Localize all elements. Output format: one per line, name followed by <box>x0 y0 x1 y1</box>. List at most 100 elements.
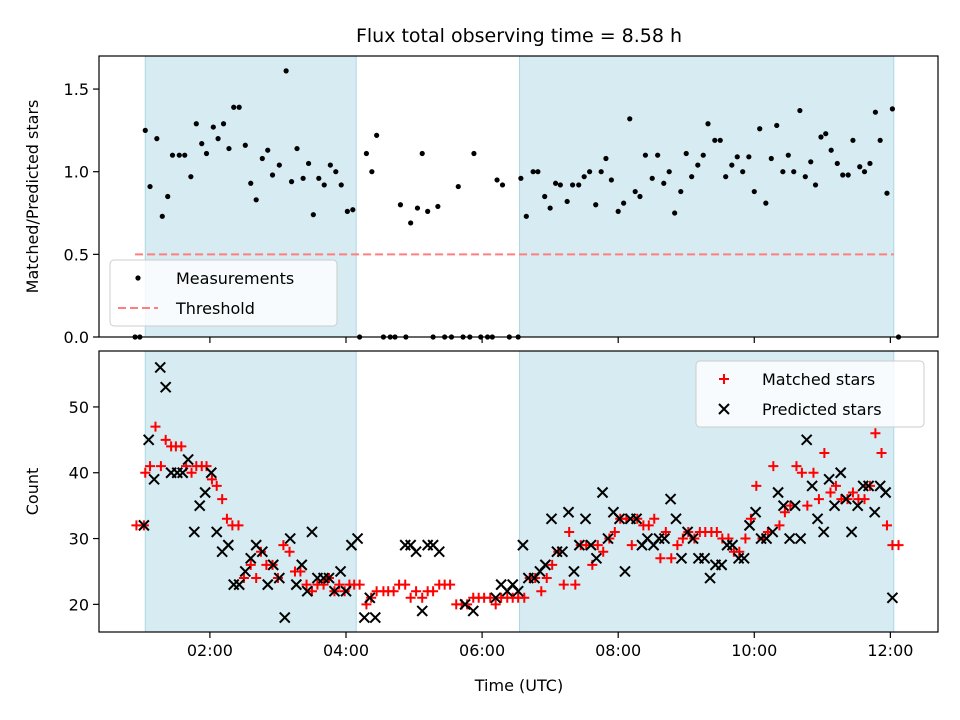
data-point <box>159 381 172 393</box>
data-point <box>222 539 234 551</box>
data-point <box>745 513 756 524</box>
data-point <box>140 467 151 478</box>
data-point <box>791 169 797 175</box>
data-point <box>467 605 479 617</box>
data-point <box>419 150 425 157</box>
data-point <box>193 499 206 512</box>
data-point <box>768 461 779 472</box>
data-point <box>433 546 445 558</box>
data-point <box>672 540 683 551</box>
data-point <box>630 513 643 525</box>
data-point <box>425 208 431 214</box>
data-point <box>655 152 661 158</box>
data-point <box>851 499 864 512</box>
data-point <box>499 182 506 188</box>
data-point <box>238 573 249 584</box>
data-point <box>740 533 751 544</box>
data-point <box>581 174 587 180</box>
data-point <box>388 586 399 597</box>
data-point <box>783 532 796 545</box>
data-point <box>800 434 813 446</box>
data-point <box>774 520 785 531</box>
data-point <box>808 159 814 165</box>
data-point <box>570 579 581 590</box>
data-point <box>300 175 306 181</box>
data-point <box>428 586 439 597</box>
data-point <box>358 611 371 624</box>
data-point <box>536 586 547 597</box>
x-tick-label: 02:00 <box>187 641 233 660</box>
data-point <box>637 193 643 200</box>
data-point <box>217 494 228 505</box>
data-point <box>284 532 296 545</box>
counts-y-axis-label: Count <box>23 468 42 516</box>
data-point <box>535 169 541 175</box>
data-point <box>717 137 723 143</box>
data-point <box>840 172 846 178</box>
data-point <box>794 532 807 545</box>
data-point <box>569 182 576 188</box>
y-tick-label: 20 <box>69 595 89 614</box>
data-point <box>231 104 237 110</box>
data-point <box>417 592 428 603</box>
data-point <box>363 150 370 157</box>
y-tick-label: 0.0 <box>64 328 89 347</box>
data-point <box>397 202 404 208</box>
data-point <box>518 175 524 181</box>
data-point <box>746 154 752 160</box>
data-point <box>186 467 197 478</box>
data-point <box>889 106 896 112</box>
data-point <box>147 183 153 190</box>
data-point <box>142 127 148 133</box>
data-point <box>364 592 376 604</box>
data-point <box>712 137 718 143</box>
data-point <box>256 546 269 558</box>
data-point <box>405 592 416 603</box>
data-point <box>802 174 808 180</box>
data-point <box>251 573 262 584</box>
data-point <box>763 200 769 206</box>
data-point <box>585 539 597 551</box>
data-point <box>262 578 274 591</box>
data-point <box>248 180 254 186</box>
data-point <box>245 559 256 570</box>
data-point <box>328 585 341 597</box>
data-point <box>779 507 790 518</box>
data-point <box>301 585 313 597</box>
data-point <box>530 169 536 175</box>
data-point <box>772 486 784 499</box>
data-point <box>749 506 762 518</box>
data-point <box>660 526 671 537</box>
data-point <box>785 152 791 158</box>
data-point <box>552 180 559 186</box>
observing-interval-2 <box>519 55 895 338</box>
data-point <box>886 592 899 604</box>
data-point <box>608 177 614 183</box>
data-point <box>649 175 655 181</box>
data-point <box>539 559 552 571</box>
data-point <box>400 579 411 590</box>
data-point <box>206 474 217 485</box>
data-point <box>489 592 502 604</box>
data-point <box>602 532 614 545</box>
data-point <box>148 473 160 486</box>
legend-label: Matched stars <box>762 370 875 389</box>
data-point <box>877 137 883 143</box>
data-point <box>581 540 592 551</box>
data-point <box>399 539 411 551</box>
data-point <box>609 526 620 537</box>
data-point <box>881 520 892 531</box>
data-point <box>808 467 819 478</box>
data-point <box>176 441 187 452</box>
data-point <box>564 526 575 537</box>
data-point <box>316 175 322 181</box>
data-point <box>834 160 840 167</box>
x-tick-label: 04:00 <box>323 641 369 660</box>
data-point <box>327 162 333 168</box>
data-point <box>615 208 621 214</box>
data-point <box>672 210 678 216</box>
data-point <box>830 480 841 491</box>
data-point <box>547 559 558 570</box>
data-point <box>867 160 873 167</box>
data-point <box>592 540 603 551</box>
